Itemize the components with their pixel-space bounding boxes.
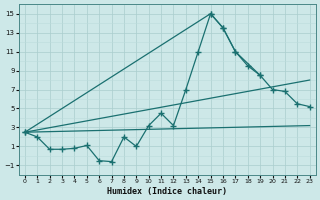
X-axis label: Humidex (Indice chaleur): Humidex (Indice chaleur) xyxy=(107,187,227,196)
